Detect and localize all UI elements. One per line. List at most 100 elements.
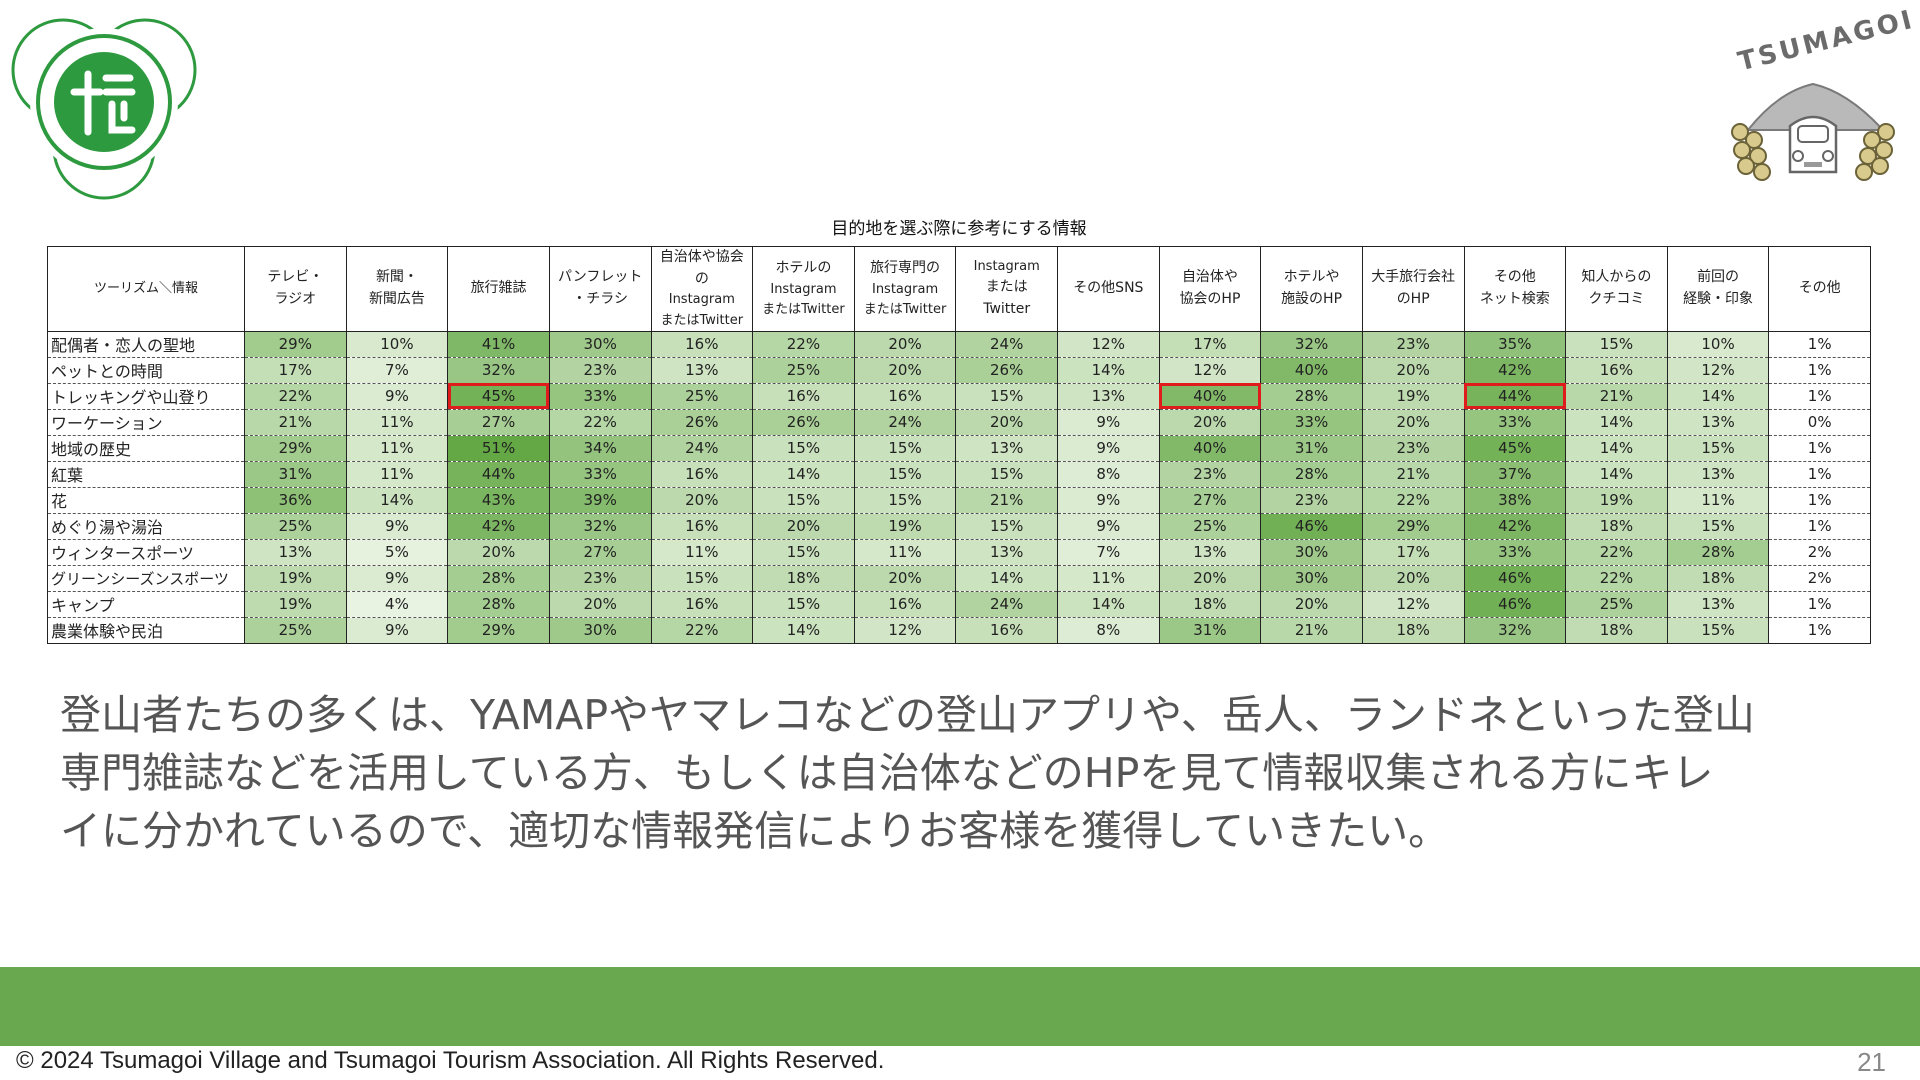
table-row: 花 36% 14% 43% 39% 20% 15% 15% 21% 9% 27% 23% 22% 38% 1…: [47, 487, 1871, 514]
table-cell: 11%: [1057, 565, 1160, 592]
body-line-1: 登山者たちの多くは、YAMAPやヤマレコなどの登山アプリや、岳人、ランドネといっ…: [60, 691, 1755, 739]
table-cell: 30%: [548, 331, 652, 358]
table-cell: 33%: [548, 383, 652, 410]
table-cell: 45%: [447, 383, 550, 410]
table-row: グリーンシーズンスポーツ 19% 9% 28% 23% 15% 18% 20% 14% 11% 20…: [47, 565, 1871, 592]
table-cell: 12%: [853, 617, 957, 644]
table-cell: 15%: [853, 435, 957, 462]
table-cell: 46%: [1463, 565, 1567, 592]
table-cell: 38%: [1463, 487, 1567, 514]
table-cell: 14%: [1565, 435, 1668, 462]
table-cell: 17%: [1158, 331, 1262, 358]
table-cell: 25%: [244, 617, 347, 644]
column-header-line: 協会のHP: [1179, 290, 1241, 307]
table-cell: 32%: [1463, 617, 1567, 644]
table-cell: 9%: [1057, 487, 1160, 514]
info-source-table: ツーリズム＼情報 テレビ・ ラジオ 新聞・ 新聞広告 旅行雑誌 パンフレット ・チラシ 自治体や…: [47, 246, 1871, 644]
table-cell: 15%: [752, 539, 855, 566]
table-cell: 1%: [1768, 513, 1871, 540]
table-cell: 33%: [1463, 539, 1567, 566]
row-label: 紅葉: [47, 461, 245, 488]
table-cell: 9%: [1057, 435, 1160, 462]
table-cell: 42%: [1463, 357, 1567, 384]
table-cell: 16%: [853, 383, 957, 410]
table-cell: 13%: [1057, 383, 1160, 410]
table-cell: 20%: [650, 487, 754, 514]
table-row: キャンプ 19% 4% 28% 20% 16% 15% 16% 24% 14% 18% 20% 12% 4…: [47, 591, 1871, 618]
table-cell: 29%: [447, 617, 550, 644]
column-header-line: またはTwitter: [762, 301, 845, 317]
table-cell: 1%: [1768, 383, 1871, 410]
cabbage-car-icon: [1731, 82, 1895, 181]
row-label: 配偶者・恋人の聖地: [47, 331, 245, 358]
row-label: 農業体験や民泊: [47, 617, 245, 644]
table-cell: 2%: [1768, 565, 1871, 592]
table-cell: 15%: [853, 461, 957, 488]
table-cell: 24%: [955, 591, 1058, 618]
table-cell: 11%: [650, 539, 754, 566]
table-cell: 15%: [1565, 331, 1668, 358]
body-line-3: イに分かれているので、適切な情報発信によりお客様を獲得していきたい。: [60, 807, 1450, 855]
table-cell: 1%: [1768, 331, 1871, 358]
table-cell: 11%: [853, 539, 957, 566]
table-cell: 31%: [244, 461, 347, 488]
table-cell: 20%: [548, 591, 652, 618]
column-header-line: その他: [1493, 269, 1536, 286]
table-cell: 25%: [1158, 513, 1262, 540]
table-cell: 20%: [955, 409, 1058, 436]
column-header: 新聞・ 新聞広告: [345, 246, 449, 332]
column-header: 旅行雑誌: [447, 246, 550, 332]
row-label: キャンプ: [47, 591, 245, 618]
table-cell: 22%: [244, 383, 347, 410]
table-cell: 7%: [345, 357, 449, 384]
table-row: 紅葉 31% 11% 44% 33% 16% 14% 15% 15% 8% 23% 28% 21% 37%…: [47, 461, 1871, 488]
table-cell: 19%: [853, 513, 957, 540]
table-cell: 15%: [853, 487, 957, 514]
table-cell: 14%: [1565, 409, 1668, 436]
table-cell: 12%: [1666, 357, 1770, 384]
table-cell: 41%: [447, 331, 550, 358]
table-cell: 14%: [1666, 383, 1770, 410]
column-header-line: 前回の: [1697, 269, 1740, 286]
table-cell: 18%: [1666, 565, 1770, 592]
table-cell: 40%: [1158, 383, 1262, 410]
table-cell: 36%: [244, 487, 347, 514]
table-cell: 21%: [1565, 383, 1668, 410]
table-cell: 43%: [447, 487, 550, 514]
table-cell: 2%: [1768, 539, 1871, 566]
table-cell: 29%: [1361, 513, 1465, 540]
column-header-line: ネット検索: [1479, 290, 1550, 307]
column-header: テレビ・ ラジオ: [244, 246, 347, 332]
table-cell: 16%: [955, 617, 1058, 644]
column-header-line: パンフレット: [558, 269, 643, 286]
column-header-line: クチコミ: [1588, 290, 1645, 307]
table-cell: 26%: [752, 409, 855, 436]
table-cell: 33%: [548, 461, 652, 488]
column-header-line: 旅行専門の: [870, 259, 941, 276]
column-header-line: のHP: [1396, 290, 1430, 307]
column-header-line: ホテルや: [1283, 269, 1340, 286]
row-label: ウィンタースポーツ: [47, 539, 245, 566]
column-header-line: Instagram: [973, 259, 1040, 275]
table-cell: 20%: [1260, 591, 1363, 618]
table-cell: 45%: [1463, 435, 1567, 462]
column-header: 前回の 経験・印象: [1666, 246, 1770, 332]
table-cell: 35%: [1463, 331, 1567, 358]
table-cell: 24%: [650, 435, 754, 462]
table-cell: 21%: [1260, 617, 1363, 644]
table-cell: 16%: [752, 383, 855, 410]
table-cell: 17%: [1361, 539, 1465, 566]
table-cell: 14%: [345, 487, 449, 514]
column-header-line: Instagram: [871, 281, 939, 297]
column-header-line: 大手旅行会社: [1371, 269, 1456, 286]
table-cell: 27%: [447, 409, 550, 436]
table-cell: 30%: [548, 617, 652, 644]
table-cell: 25%: [752, 357, 855, 384]
table-cell: 30%: [1260, 565, 1363, 592]
column-header-line: 自治体や: [1181, 269, 1238, 286]
table-cell: 1%: [1768, 617, 1871, 644]
table-cell: 20%: [1361, 565, 1465, 592]
table-header-row: ツーリズム＼情報 テレビ・ ラジオ 新聞・ 新聞広告 旅行雑誌 パンフレット ・チラシ 自治体や…: [47, 246, 1871, 332]
column-header-line: テレビ・: [267, 269, 324, 286]
table-cell: 4%: [345, 591, 449, 618]
